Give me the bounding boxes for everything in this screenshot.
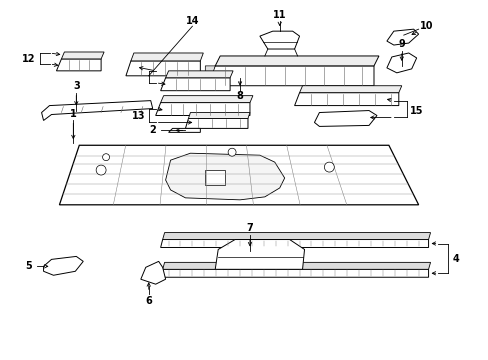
Polygon shape [161,78,230,91]
Text: 7: 7 [246,222,253,233]
Text: 13: 13 [132,112,145,121]
Polygon shape [259,31,299,49]
Circle shape [228,148,236,156]
Polygon shape [165,71,233,78]
Polygon shape [314,111,376,126]
Polygon shape [299,86,401,93]
Polygon shape [215,56,378,66]
Polygon shape [294,93,398,105]
Polygon shape [155,103,249,116]
Polygon shape [61,52,104,59]
Polygon shape [60,145,418,205]
Text: 8: 8 [236,91,243,101]
Circle shape [96,165,106,175]
Polygon shape [126,61,200,76]
Polygon shape [56,59,101,71]
Polygon shape [161,239,427,247]
Polygon shape [185,118,247,129]
Polygon shape [43,256,83,275]
Polygon shape [41,100,152,121]
Text: 1: 1 [70,108,77,118]
Text: 14: 14 [185,16,199,26]
Polygon shape [165,153,284,200]
Circle shape [102,154,109,161]
Circle shape [324,162,334,172]
Polygon shape [161,96,252,103]
Text: 6: 6 [145,296,152,306]
Polygon shape [205,66,215,86]
Polygon shape [188,113,249,118]
Text: 10: 10 [419,21,432,31]
Text: 5: 5 [25,261,32,271]
Polygon shape [163,233,429,239]
Polygon shape [141,261,165,284]
Polygon shape [161,269,427,277]
Polygon shape [205,170,224,185]
Polygon shape [168,129,200,132]
Polygon shape [131,53,203,61]
Text: 9: 9 [398,39,405,49]
Polygon shape [215,239,304,269]
Text: 15: 15 [409,105,423,116]
Text: 11: 11 [272,10,286,20]
Polygon shape [205,66,373,86]
Text: 2: 2 [149,125,156,135]
Text: 12: 12 [22,54,35,64]
Text: 4: 4 [452,255,459,264]
Polygon shape [163,262,429,269]
Polygon shape [386,29,418,45]
Polygon shape [386,53,416,73]
Text: 3: 3 [73,81,80,91]
